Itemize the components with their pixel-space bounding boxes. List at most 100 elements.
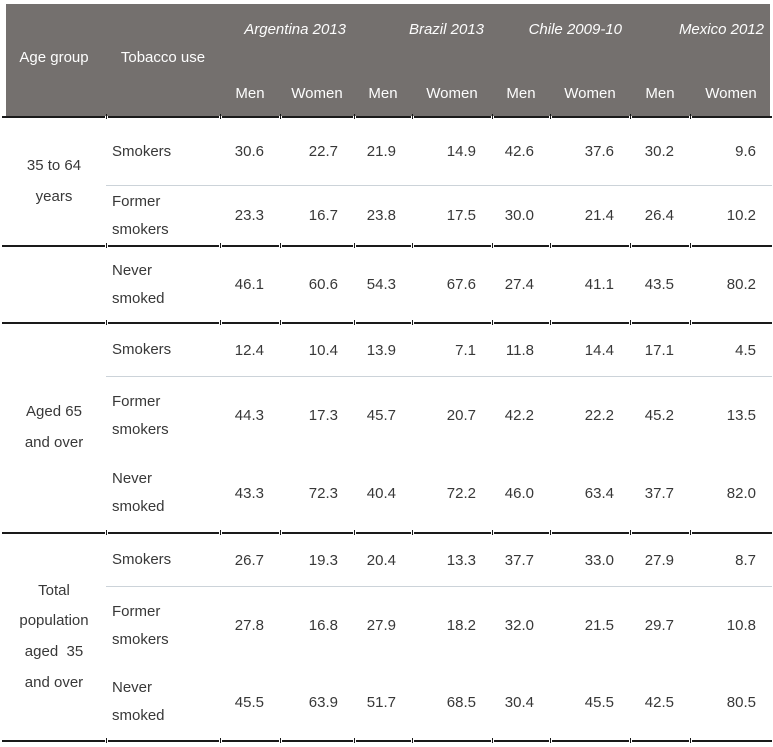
value-cell: 10.4: [308, 341, 338, 359]
sex-header: Women: [426, 84, 478, 102]
tobacco-use-cell: Smokers: [112, 341, 172, 359]
value-cell: 43.5: [644, 276, 674, 293]
value-cell: 23.8: [354, 185, 412, 245]
sex-header: Women: [705, 84, 757, 102]
value-cell: 45.2: [630, 376, 690, 454]
thick-rule: [2, 114, 773, 119]
value-cell: 13.5: [690, 376, 772, 454]
value-cell: 21.5: [550, 586, 630, 664]
value-cell: 40.4: [366, 484, 396, 502]
thick-rule: [2, 243, 773, 248]
value-cell: 46.0: [504, 484, 534, 502]
tobacco-use-cell: Never smoked: [112, 470, 165, 515]
age-group-cell: [2, 247, 106, 322]
value-cell: 33.0: [584, 551, 614, 569]
value-cell: 45.7: [354, 376, 412, 454]
value-cell: 10.2: [690, 185, 772, 245]
value-cell: 37.7: [504, 551, 534, 569]
age-group-cell: 35 to 64 years: [26, 156, 82, 205]
value-cell: 7.1: [455, 341, 476, 359]
value-cell: 23.3: [220, 185, 280, 245]
age-group-cell: Aged 65 and over: [24, 403, 84, 451]
value-cell: 82.0: [726, 484, 756, 502]
value-cell: 14.4: [584, 341, 614, 359]
value-cell: 27.4: [504, 276, 534, 293]
country-header-mexico: Mexico 2012: [678, 20, 764, 38]
value-cell: 54.3: [366, 276, 396, 293]
value-cell: 51.7: [366, 693, 396, 711]
tobacco-use-column-header: Tobacco use: [120, 48, 206, 66]
value-cell: 21.4: [550, 185, 630, 245]
sex-header: Women: [291, 84, 343, 102]
value-cell: 20.7: [412, 376, 492, 454]
age-group-column-header: Age group: [19, 48, 89, 66]
value-cell: 27.9: [354, 586, 412, 664]
value-cell: 21.9: [366, 143, 396, 160]
value-cell: 13.3: [446, 551, 476, 569]
value-cell: 11.8: [505, 341, 534, 359]
value-cell: 17.1: [644, 341, 674, 359]
value-cell: 10.8: [690, 586, 772, 664]
value-cell: 80.2: [726, 276, 756, 293]
value-cell: 9.6: [735, 143, 756, 160]
sex-header: Men: [645, 84, 675, 102]
row-group-35-to-64: 35 to 64 years Smokers 30.6 22.7 21.9 14…: [2, 118, 773, 245]
value-cell: 13.9: [366, 341, 396, 359]
sex-header: Men: [506, 84, 536, 102]
value-cell: 60.6: [308, 276, 338, 293]
value-cell: 12.4: [234, 341, 264, 359]
value-cell: 72.2: [446, 484, 476, 502]
value-cell: 27.9: [644, 551, 674, 569]
thick-rule: [2, 738, 773, 743]
value-cell: 37.6: [584, 143, 614, 160]
value-cell: 17.3: [280, 376, 354, 454]
value-cell: 26.7: [234, 551, 264, 569]
value-cell: 20.4: [366, 551, 396, 569]
value-cell: 16.7: [280, 185, 354, 245]
value-cell: 8.7: [735, 551, 756, 569]
value-cell: 43.3: [234, 484, 264, 502]
value-cell: 44.3: [220, 376, 280, 454]
tobacco-use-cell: Former smokers: [106, 376, 220, 454]
value-cell: 42.2: [492, 376, 550, 454]
value-cell: 30.2: [644, 143, 674, 160]
tobacco-use-cell: Former smokers: [106, 185, 220, 245]
value-cell: 32.0: [492, 586, 550, 664]
value-cell: 45.5: [584, 693, 614, 711]
value-cell: 29.7: [630, 586, 690, 664]
value-cell: 68.5: [446, 693, 476, 711]
value-cell: 16.8: [280, 586, 354, 664]
table-header: Age group Tobacco use Argentina 2013 Bra…: [2, 4, 773, 116]
value-cell: 37.7: [644, 484, 674, 502]
tobacco-use-cell: Former smokers: [106, 586, 220, 664]
value-cell: 67.6: [446, 276, 476, 293]
country-header-argentina: Argentina 2013: [244, 20, 346, 38]
value-cell: 42.6: [504, 143, 534, 160]
value-cell: 80.5: [726, 693, 756, 711]
value-cell: 63.4: [584, 484, 614, 502]
row-group-total-population: Total population aged 35 and over Smoker…: [2, 534, 773, 740]
country-header-brazil: Brazil 2013: [408, 20, 484, 38]
value-cell: 17.5: [412, 185, 492, 245]
value-cell: 30.6: [234, 143, 264, 160]
value-cell: 14.9: [446, 143, 476, 160]
sex-header: Men: [368, 84, 398, 102]
row-group-never-smoked-35-64: Never smoked 46.1 60.6 54.3 67.6 27.4 41…: [2, 247, 773, 322]
country-header-chile: Chile 2009-10: [528, 20, 622, 38]
value-cell: 26.4: [630, 185, 690, 245]
tobacco-use-cell: Never smoked: [112, 261, 165, 307]
value-cell: 22.2: [550, 376, 630, 454]
value-cell: 41.1: [584, 276, 614, 293]
value-cell: 19.3: [308, 551, 338, 569]
sex-header: Men: [235, 84, 265, 102]
age-group-cell: Total population aged 35 and over: [19, 581, 89, 691]
value-cell: 63.9: [308, 693, 338, 711]
value-cell: 27.8: [220, 586, 280, 664]
tobacco-use-cell: Never smoked: [112, 679, 165, 724]
row-group-aged-65-and-over: Aged 65 and over Smokers 12.4 10.4 13.9 …: [2, 324, 773, 532]
value-cell: 72.3: [308, 484, 338, 502]
value-cell: 42.5: [644, 693, 674, 711]
value-cell: 45.5: [234, 693, 264, 711]
thick-rule: [2, 320, 773, 325]
